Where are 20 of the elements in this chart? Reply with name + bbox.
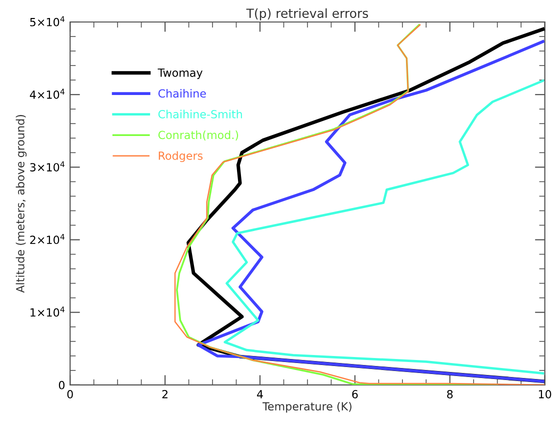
- x-axis-title: Temperature (K): [262, 402, 352, 413]
- y-tick-label: 1×10$^{4}$: [30, 306, 64, 317]
- y-tick-label: 4×10$^{4}$: [30, 88, 64, 99]
- x-tick-label: 4: [257, 390, 263, 398]
- legend-label: Twomay: [158, 68, 202, 80]
- chart-title: T(p) retrieval errors: [246, 8, 368, 20]
- y-axis-title: Altitude (meters, above ground): [16, 115, 27, 293]
- x-tick-label: 6: [352, 390, 358, 398]
- legend-label: Rodgers: [158, 151, 203, 162]
- y-tick-label: 3×10$^{4}$: [30, 161, 64, 172]
- x-tick-label: 0: [67, 390, 73, 398]
- legend-label: Conrath(mod.): [158, 130, 238, 140]
- y-tick-label: 0: [58, 380, 65, 390]
- legend-label: Chaihine: [158, 89, 206, 98]
- x-tick-label: 2: [162, 390, 168, 398]
- legend-label: Chaihine-Smith: [158, 110, 242, 118]
- y-tick-label: 2×10$^{4}$: [30, 234, 64, 244]
- x-tick-label: 8: [447, 390, 453, 398]
- x-tick-label: 10: [538, 390, 552, 398]
- y-tick-label: 5×10$^{4}$: [30, 16, 64, 26]
